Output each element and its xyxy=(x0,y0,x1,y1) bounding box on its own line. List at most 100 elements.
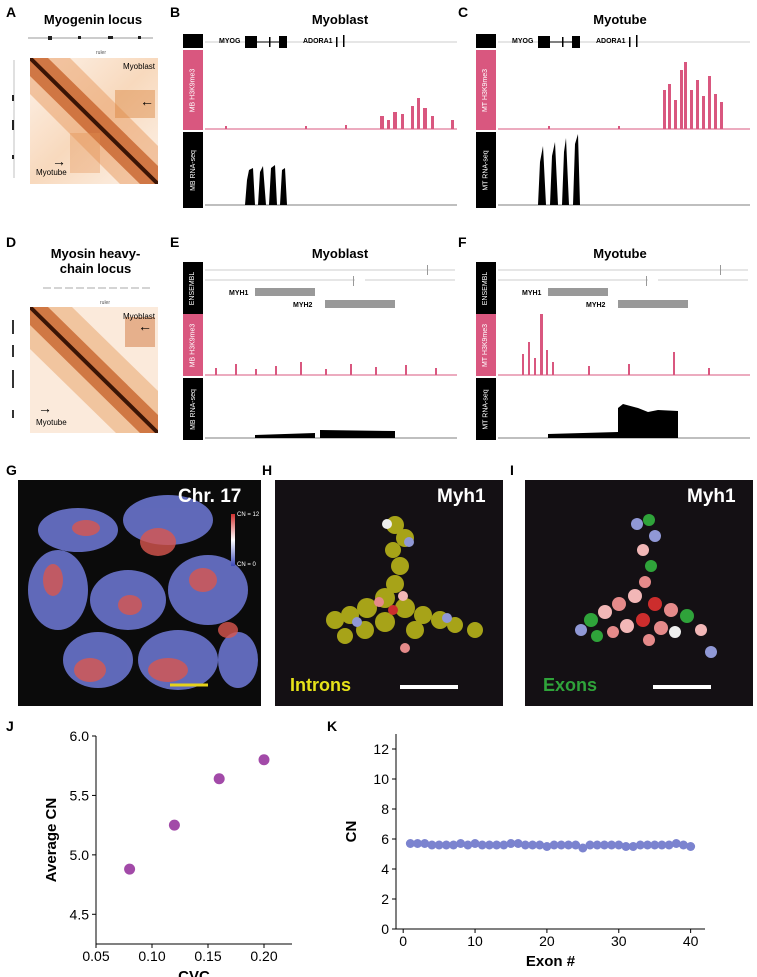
track-label: MB RNA-seq xyxy=(189,388,197,430)
x-tick-label: 10 xyxy=(467,933,483,949)
arrow-left-icon: ← xyxy=(140,93,154,109)
panel-letter-j: J xyxy=(6,718,14,734)
panel-g-chromosome-image: Chr. 17 CN = 12 CN = 0 xyxy=(18,480,261,706)
data-point xyxy=(678,840,688,850)
data-point xyxy=(506,839,516,848)
panel-e-tracks: ENSEMBL MYH1 MYH2 MB H3K9me3 MB RNA-seq xyxy=(183,262,457,440)
y-tick-label: 5.5 xyxy=(70,787,90,803)
gene-label-adora1: ADORA1 xyxy=(303,38,333,45)
y-tick-label: 4 xyxy=(381,861,389,877)
data-point xyxy=(635,840,645,850)
panel-i-exons-image: Myh1 Exons xyxy=(525,480,753,706)
data-point xyxy=(628,842,638,851)
y-tick-label: 6 xyxy=(381,831,389,847)
x-tick-label: 0.05 xyxy=(82,948,109,964)
panel-f-tracks: ENSEMBL MYH1 MYH2 MT H3K9me3 MT RNA-seq xyxy=(476,262,750,440)
panel-b-title: Myoblast xyxy=(311,12,369,27)
panel-letter-a: A xyxy=(6,4,17,20)
panel-i-label: Myh1 xyxy=(687,486,736,507)
y-tick-label: 0 xyxy=(381,921,389,937)
y-tick-label: 2 xyxy=(381,891,389,907)
panel-letter-e: E xyxy=(170,234,180,250)
cn-scale-max: CN = 12 xyxy=(237,512,260,518)
panel-letter-d: D xyxy=(6,234,17,250)
panel-letter-b: B xyxy=(170,4,181,20)
panel-d-hic-heatmap xyxy=(30,307,158,433)
panel-h-caption: Introns xyxy=(290,675,351,695)
y-tick-label: 6.0 xyxy=(70,728,90,744)
data-point xyxy=(463,840,473,850)
data-point xyxy=(441,840,451,850)
data-point xyxy=(492,840,502,850)
data-point xyxy=(420,839,430,848)
data-point xyxy=(258,754,270,766)
panel-d-title: Myosin heavy- chain locus xyxy=(50,246,141,276)
x-tick-label: 0 xyxy=(399,933,407,949)
data-point xyxy=(556,840,566,850)
y-tick-label: 12 xyxy=(373,741,389,757)
data-point xyxy=(657,840,667,850)
gene-label-myh2: MYH2 xyxy=(293,302,313,309)
y-tick-label: 5.0 xyxy=(70,847,90,863)
cn-scale-min: CN = 0 xyxy=(237,562,256,568)
data-point xyxy=(499,840,509,850)
panel-h-label: Myh1 xyxy=(437,486,486,507)
data-point xyxy=(456,839,466,848)
y-tick-label: 4.5 xyxy=(70,906,90,922)
track-label: MT H3K9me3 xyxy=(482,68,490,112)
track-label: ENSEMBL xyxy=(482,271,490,305)
data-point xyxy=(405,839,415,848)
panel-d-gene-track: ruler xyxy=(43,287,153,306)
data-point xyxy=(124,863,136,875)
x-axis-label: Exon # xyxy=(526,953,576,970)
svg-text:ruler: ruler xyxy=(100,300,110,306)
arrow-left-icon: ← xyxy=(138,318,152,334)
data-point xyxy=(520,840,530,850)
data-point xyxy=(528,840,538,850)
x-tick-label: 0.15 xyxy=(194,948,221,964)
x-tick-label: 40 xyxy=(683,933,699,949)
gene-label-myh2: MYH2 xyxy=(586,302,606,309)
panel-a-hic-heatmap xyxy=(30,58,158,184)
gene-label-adora1: ADORA1 xyxy=(596,38,626,45)
panel-d-label-myotube: Myotube xyxy=(36,418,67,427)
panel-a-gene-track: ruler xyxy=(28,36,153,56)
data-point xyxy=(607,840,617,850)
panel-d-label-myoblast: Myoblast xyxy=(123,312,156,321)
panel-letter-g: G xyxy=(6,462,17,478)
track-label: MT RNA-seq xyxy=(482,388,490,430)
data-point xyxy=(470,839,480,848)
data-point xyxy=(513,839,523,848)
data-point xyxy=(621,842,631,851)
gene-label-myh1: MYH1 xyxy=(229,290,249,297)
panel-letter-c: C xyxy=(458,4,469,20)
gene-label-myog: MYOG xyxy=(219,38,241,45)
data-point xyxy=(578,843,588,853)
panel-d-side-track xyxy=(12,320,14,418)
data-point xyxy=(563,840,573,850)
panel-a-label-myoblast: Myoblast xyxy=(123,62,156,71)
track-label: ENSEMBL xyxy=(189,271,197,305)
panel-g-label: Chr. 17 xyxy=(178,486,242,507)
data-point xyxy=(686,842,696,851)
svg-text:ruler: ruler xyxy=(96,50,106,56)
panel-letter-f: F xyxy=(458,234,467,250)
panel-a-label-myotube: Myotube xyxy=(36,168,67,177)
panel-h-introns-image: Myh1 Introns xyxy=(275,480,503,706)
chart-j: 0.05 0.10 0.15 0.20 4.5 5.0 5.5 6.0 CVC Average C… xyxy=(43,728,292,977)
data-point xyxy=(671,839,681,848)
panel-i-caption: Exons xyxy=(543,675,598,695)
chart-k: 0 10 20 30 40 0 2 4 6 8 10 12 Exon # CN xyxy=(343,734,705,970)
data-point xyxy=(614,840,624,850)
data-point xyxy=(542,842,552,851)
arrow-right-icon: → xyxy=(52,153,66,169)
x-tick-label: 0.20 xyxy=(250,948,277,964)
data-point xyxy=(434,840,444,850)
data-point xyxy=(650,840,660,850)
data-point xyxy=(477,840,487,850)
data-point xyxy=(599,840,609,850)
y-tick-label: 10 xyxy=(373,771,389,787)
panel-letter-k: K xyxy=(327,718,338,734)
data-point xyxy=(549,840,559,850)
data-point xyxy=(664,840,674,850)
